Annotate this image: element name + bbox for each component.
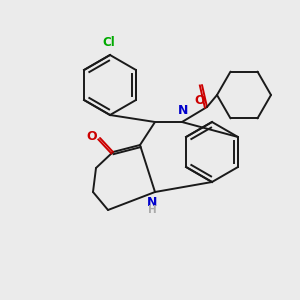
Text: O: O (87, 130, 97, 142)
Text: Cl: Cl (103, 36, 116, 49)
Text: O: O (195, 94, 205, 107)
Text: N: N (147, 196, 157, 209)
Text: H: H (148, 205, 156, 215)
Text: N: N (178, 104, 188, 117)
